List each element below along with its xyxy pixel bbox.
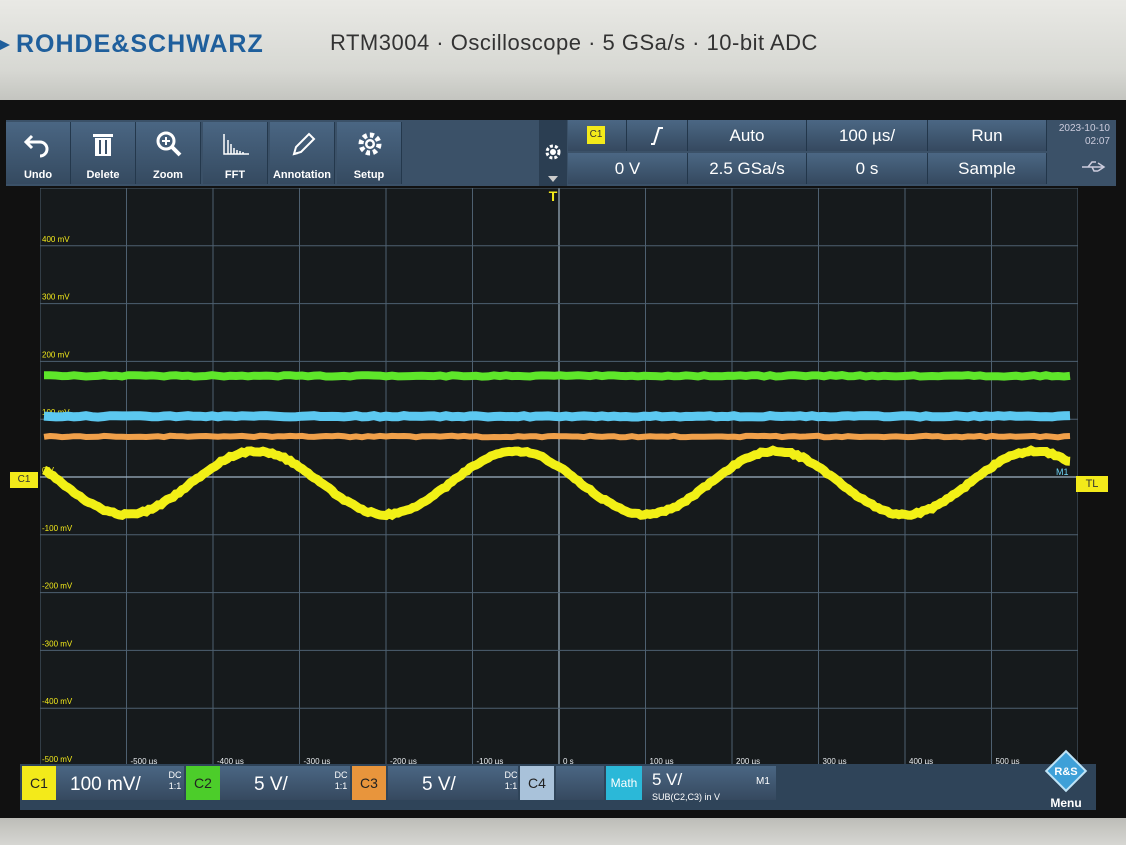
gear-icon <box>355 130 385 160</box>
ch1-scale-value: 100 mV/ <box>70 768 141 802</box>
acquisition-state-cell[interactable]: Run <box>928 120 1047 151</box>
ch2-coupling-label: DC <box>332 770 350 781</box>
undo-button[interactable]: Undo <box>6 122 71 184</box>
math-trace <box>44 416 1070 418</box>
menu-label: Menu <box>1038 796 1094 810</box>
time-label: 02:07 <box>1052 135 1110 148</box>
ch3-ratio-label: 1:1 <box>502 781 520 792</box>
trash-icon <box>89 130 117 160</box>
ch2-scale-value: 5 V/ <box>254 768 288 802</box>
setup-button[interactable]: Setup <box>337 122 402 184</box>
rs-logo-icon: R&S <box>1043 748 1089 794</box>
trigger-mode-cell[interactable]: Auto <box>688 120 807 151</box>
trigger-slope-cell[interactable] <box>627 120 688 151</box>
math-status-tag[interactable]: Math <box>606 766 642 800</box>
waveform-grid[interactable]: 400 mV300 mV200 mV100 mV0 V-100 mV-200 m… <box>40 188 1078 766</box>
settings-gear-icon <box>543 142 563 162</box>
date-label: 2023-10-10 <box>1052 122 1110 135</box>
rising-edge-icon <box>649 126 665 146</box>
ch2-status-tag[interactable]: C2 <box>186 766 220 800</box>
ch2-coupling: DC 1:1 <box>332 770 350 792</box>
ch1-trace <box>44 450 1070 515</box>
zoom-label: Zoom <box>136 169 200 181</box>
y-tick-label: -200 mV <box>42 582 73 591</box>
zoom-button[interactable]: Zoom <box>136 122 201 184</box>
delete-button[interactable]: Delete <box>71 122 136 184</box>
trigger-source-tag: C1 <box>587 126 605 144</box>
waveform-display[interactable]: 400 mV 300 mV 200 mV 100 mV 0 V -100 mV -200 m… <box>40 188 1078 766</box>
datetime-display: 2023-10-10 02:07 <box>1052 122 1110 148</box>
y-tick-label: 300 mV <box>42 293 70 302</box>
y-tick-label: -500 mV <box>42 755 73 764</box>
annotation-label: Annotation <box>270 169 334 181</box>
undo-label: Undo <box>6 169 70 181</box>
model-label: RTM3004 · Oscilloscope · 5 GSa/s · 10-bi… <box>330 30 818 56</box>
math-expression: SUB(C2,C3) in V <box>652 792 720 802</box>
ch3-coupling-label: DC <box>502 770 520 781</box>
ch1-offset-marker[interactable]: C1 <box>10 472 38 488</box>
chevron-down-icon <box>548 176 558 182</box>
acquisition-mode-cell[interactable]: Sample <box>928 153 1047 184</box>
ch3-coupling: DC 1:1 <box>502 770 520 792</box>
trigger-level-marker[interactable]: TL <box>1076 476 1108 492</box>
brand-arrow-icon <box>0 40 10 50</box>
fft-label: FFT <box>203 169 267 181</box>
undo-icon <box>24 130 52 160</box>
math-marker: M1 <box>1056 467 1069 477</box>
settings-column[interactable] <box>539 120 567 186</box>
usb-icon <box>1080 160 1108 174</box>
trigger-level-cell[interactable]: 0 V <box>568 153 688 184</box>
setup-label: Setup <box>337 169 401 181</box>
timebase-position-cell[interactable]: 0 s <box>807 153 928 184</box>
ch1-coupling-label: DC <box>166 770 184 781</box>
ch3-trace <box>44 436 1070 438</box>
ch1-coupling: DC 1:1 <box>166 770 184 792</box>
y-tick-label: 400 mV <box>42 235 70 244</box>
trigger-source-cell[interactable]: C1 <box>568 120 627 151</box>
fft-button[interactable]: FFT <box>203 122 268 184</box>
instrument-bezel-top: ROHDE&SCHWARZ RTM3004 · Oscilloscope · 5… <box>0 0 1126 100</box>
ch1-status-tag[interactable]: C1 <box>22 766 56 800</box>
ch1-ratio-label: 1:1 <box>166 781 184 792</box>
brand-logo: ROHDE&SCHWARZ <box>16 30 264 59</box>
timebase-scale-cell[interactable]: 100 µs/ <box>807 120 928 151</box>
pencil-icon <box>288 130 318 160</box>
y-tick-label: -100 mV <box>42 524 73 533</box>
ch3-scale-value: 5 V/ <box>422 768 456 802</box>
menu-button[interactable]: R&S Menu <box>1038 748 1094 810</box>
sample-rate-cell[interactable]: 2.5 GSa/s <box>688 153 807 184</box>
ch2-ratio-label: 1:1 <box>332 781 350 792</box>
ch3-status-tag[interactable]: C3 <box>352 766 386 800</box>
delete-label: Delete <box>71 169 135 181</box>
svg-text:R&S: R&S <box>1054 766 1077 778</box>
fft-icon <box>221 130 251 160</box>
instrument-bezel-bottom <box>0 818 1126 845</box>
y-tick-label: -400 mV <box>42 697 73 706</box>
math-id: M1 <box>756 776 770 787</box>
ch4-status-box[interactable] <box>556 766 604 800</box>
y-axis-labels: 400 mV300 mV200 mV100 mV0 V-100 mV-200 m… <box>42 235 73 764</box>
trigger-position-marker[interactable]: T <box>545 188 561 204</box>
y-tick-label: 200 mV <box>42 350 70 359</box>
math-scale-value: 5 V/ <box>652 770 682 790</box>
annotation-button[interactable]: Annotation <box>270 122 335 184</box>
zoom-icon <box>154 130 184 160</box>
y-tick-label: -300 mV <box>42 639 73 648</box>
ch2-trace <box>44 375 1070 377</box>
ch4-status-tag[interactable]: C4 <box>520 766 554 800</box>
